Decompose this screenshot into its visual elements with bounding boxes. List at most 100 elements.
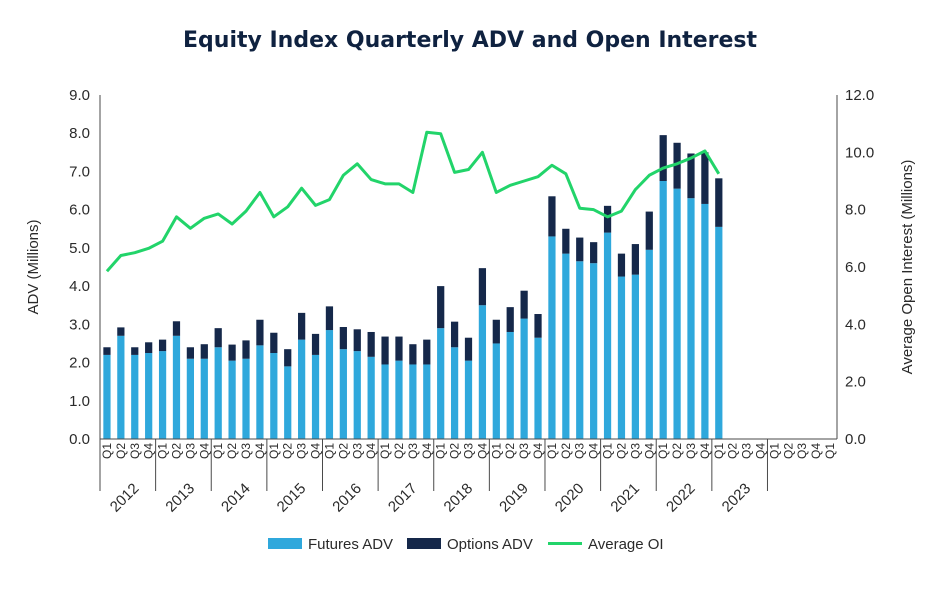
quarter-tick-label: Q4 (642, 443, 656, 459)
futures-bar (464, 360, 473, 439)
quarter-tick-label: Q2 (225, 443, 239, 459)
quarter-tick-label: Q3 (350, 443, 364, 459)
futures-bar (339, 349, 347, 439)
y2-axis-label: Average Open Interest (Millions) (899, 160, 916, 375)
quarter-tick-label: Q1 (545, 443, 559, 459)
quarter-tick-label: Q4 (253, 443, 267, 459)
futures-bar (450, 347, 459, 439)
options-bar (158, 339, 167, 352)
y-tick-label: 3.0 (69, 316, 90, 333)
quarter-tick-label: Q1 (656, 443, 670, 459)
quarter-tick-label: Q3 (740, 443, 754, 459)
y2-tick-label: 6.0 (845, 259, 866, 276)
quarter-tick-label: Q3 (295, 443, 309, 459)
options-bar (590, 242, 598, 264)
options-bar (423, 339, 431, 365)
options-bar (715, 178, 723, 227)
options-bar (673, 142, 681, 189)
y2-tick-label: 8.0 (845, 202, 866, 219)
options-bar (117, 327, 125, 336)
quarter-tick-label: Q4 (142, 443, 156, 459)
futures-bar (603, 232, 612, 439)
year-label: 2012 (107, 480, 143, 516)
options-bar (242, 340, 250, 359)
year-label: 2015 (274, 480, 310, 516)
quarter-tick-label: Q4 (809, 443, 823, 459)
futures-bar (367, 356, 375, 439)
futures-bar (659, 181, 667, 439)
options-bar (659, 135, 667, 181)
futures-bar (298, 339, 306, 439)
quarter-tick-label: Q2 (559, 443, 573, 459)
futures-bar (214, 347, 222, 439)
year-label: 2020 (552, 480, 588, 516)
quarter-tick-label: Q4 (531, 443, 545, 459)
options-bar (339, 327, 347, 350)
futures-bar (131, 354, 139, 439)
year-label: 2019 (496, 480, 532, 516)
options-bar (367, 331, 375, 357)
y2-tick-label: 2.0 (845, 374, 866, 391)
chart-title: Equity Index Quarterly ADV and Open Inte… (183, 28, 757, 53)
futures-bar (478, 305, 487, 439)
quarter-tick-label: Q3 (239, 443, 253, 459)
quarter-tick-label: Q3 (517, 443, 531, 459)
options-bar (256, 319, 264, 346)
options-bar (186, 347, 195, 359)
average-oi-line (105, 130, 721, 273)
options-bar (548, 196, 556, 237)
futures-bar (186, 358, 195, 439)
quarter-tick-label: Q2 (503, 443, 517, 459)
quarter-tick-label: Q4 (197, 443, 211, 459)
quarter-tick-label: Q1 (767, 443, 781, 459)
futures-bar (548, 236, 556, 439)
futures-bar (423, 364, 431, 439)
options-bar (450, 321, 459, 348)
year-label: 2021 (607, 480, 643, 516)
options-bar (478, 268, 487, 306)
y-axis-label: ADV (Millions) (25, 219, 42, 314)
quarter-tick-label: Q3 (183, 443, 197, 459)
quarter-tick-label: Q1 (823, 443, 837, 459)
futures-bar (145, 353, 153, 439)
quarter-tick-label: Q2 (169, 443, 183, 459)
options-bar (437, 286, 445, 329)
quarter-tick-label: Q4 (754, 443, 768, 459)
legend-label-oi: Average OI (588, 536, 664, 553)
y-tick-label: 1.0 (69, 393, 90, 410)
futures-bar (353, 351, 361, 439)
options-bar (131, 347, 139, 355)
futures-bar (256, 345, 264, 439)
y-tick-label: 9.0 (69, 87, 90, 104)
futures-bar (534, 337, 542, 439)
options-bar (270, 332, 278, 353)
futures-bar (506, 331, 514, 439)
y-tick-label: 4.0 (69, 278, 90, 295)
options-bar (214, 328, 222, 348)
futures-bar (687, 198, 695, 439)
y2-tick-label: 10.0 (845, 144, 874, 161)
quarter-tick-label: Q4 (475, 443, 489, 459)
options-bar (353, 329, 361, 352)
quarter-tick-label: Q2 (392, 443, 406, 459)
quarter-tick-label: Q3 (684, 443, 698, 459)
quarter-tick-label: Q3 (628, 443, 642, 459)
quarter-tick-label: Q1 (489, 443, 503, 459)
options-bar (506, 307, 514, 332)
quarter-tick-label: Q1 (434, 443, 448, 459)
quarter-tick-label: Q2 (448, 443, 462, 459)
legend: Futures ADV Options ADV Average OI (268, 536, 664, 553)
y-tick-label: 2.0 (69, 355, 90, 372)
options-bar (325, 306, 334, 331)
options-bar (311, 333, 320, 355)
quarter-tick-label: Q2 (726, 443, 740, 459)
futures-bar (200, 358, 208, 439)
quarter-tick-label: Q4 (309, 443, 323, 459)
futures-bar (562, 253, 570, 439)
quarter-tick-label: Q1 (322, 443, 336, 459)
options-bar (395, 336, 403, 361)
options-bar (603, 205, 612, 233)
quarter-tick-label: Q1 (378, 443, 392, 459)
